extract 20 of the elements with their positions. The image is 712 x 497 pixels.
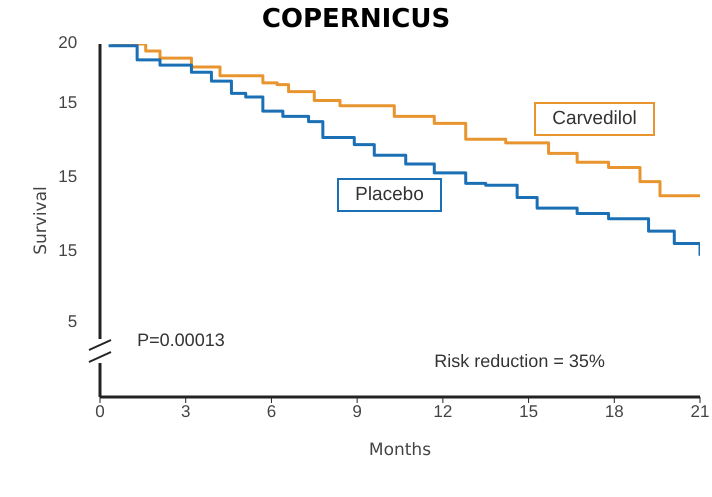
text: 15 [58, 93, 78, 113]
x-tick-label: 21 [690, 402, 710, 422]
series-label: Carvedilol [534, 102, 655, 136]
chart-title: COPERNICUS [260, 4, 452, 34]
x-tick-label: 9 [352, 402, 362, 422]
x-tick-label: 6 [266, 402, 276, 422]
text: 20 [58, 33, 78, 53]
x-tick-label: 12 [433, 402, 452, 422]
x-tick-label: 18 [604, 402, 624, 422]
x-axis-title: Months [368, 440, 432, 460]
x-tick-label: 3 [180, 402, 190, 422]
annotation: Risk reduction = 35% [434, 350, 605, 372]
annotation: P=0.00013 [137, 330, 225, 351]
series-label: Placebo [337, 178, 442, 212]
text: 5 [68, 312, 78, 332]
x-tick-label: 0 [95, 402, 105, 422]
x-tick-label: 15 [519, 402, 538, 422]
text: 15 [58, 241, 78, 262]
text: 15 [58, 167, 78, 188]
y-axis-title: Survival [31, 186, 52, 255]
